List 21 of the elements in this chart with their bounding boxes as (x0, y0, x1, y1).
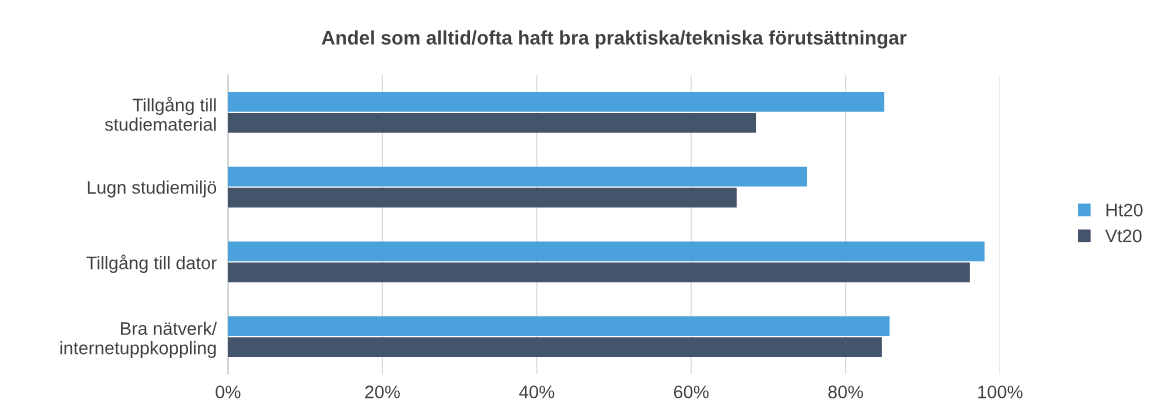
bar (228, 91, 885, 112)
x-tick-label: 20% (365, 385, 400, 399)
bar (228, 166, 807, 187)
y-tick-label: Tillgång till studiematerial (105, 96, 216, 131)
bar (228, 262, 970, 283)
x-tick-label: 100% (978, 385, 1023, 399)
bar (228, 187, 737, 208)
y-tick-label: Lugn studiemiljö (87, 180, 217, 198)
legend-label: Ht20 (1106, 203, 1143, 217)
x-tick-label: 0% (215, 385, 241, 399)
x-tick-label: 60% (674, 385, 709, 399)
legend-label: Vt20 (1105, 229, 1142, 243)
y-tick-label: Bra nätverk/ internetuppkoppling (60, 321, 217, 358)
bar (228, 241, 985, 262)
bar (228, 316, 890, 337)
y-tick-label: Tillgång till dator (86, 254, 217, 273)
bar (228, 112, 757, 133)
x-tick-label: 40% (519, 385, 555, 399)
bar (228, 337, 882, 358)
chart-title: Andel som alltid/ofta haft bra praktiska/tekniska förutsättningar (321, 30, 907, 49)
x-tick-label: 80% (828, 385, 864, 399)
